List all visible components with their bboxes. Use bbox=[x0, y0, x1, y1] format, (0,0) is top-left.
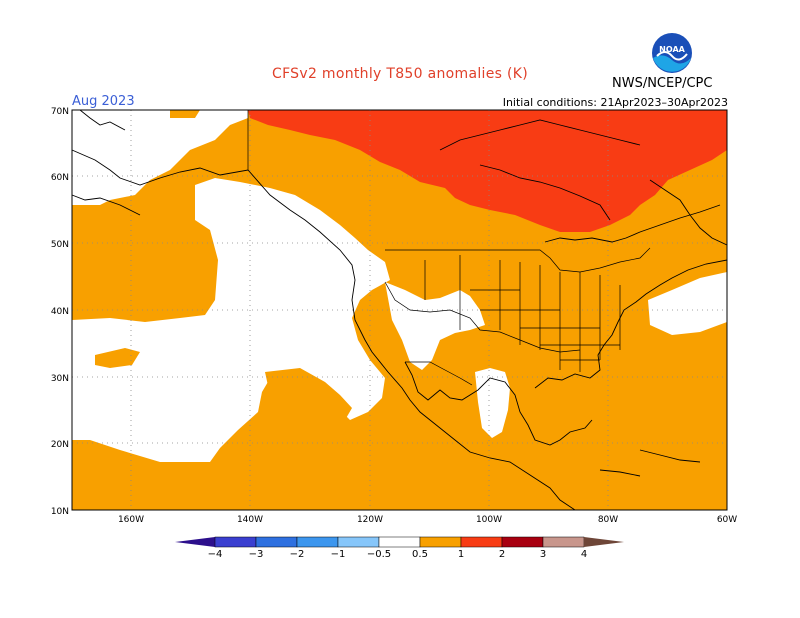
political-borders bbox=[247, 110, 651, 386]
lat-label-20: 20N bbox=[51, 440, 69, 450]
legend-swatch-6 bbox=[419, 536, 462, 548]
legend-swatch-9 bbox=[542, 536, 585, 548]
map-frame bbox=[71, 109, 728, 511]
legend-tick-neg05: −0.5 bbox=[367, 549, 391, 560]
lon-label-160w: 160W bbox=[118, 515, 144, 525]
legend-tick-neg4: −4 bbox=[208, 549, 223, 560]
legend-swatch-7 bbox=[460, 536, 503, 548]
legend-tick-neg1: −1 bbox=[331, 549, 346, 560]
longitude-labels: 160W 140W 120W 100W 80W 60W bbox=[118, 515, 737, 525]
legend-tick-4: 4 bbox=[581, 549, 587, 560]
legend-swatch-1 bbox=[214, 536, 257, 548]
noaa-logo-text: NOAA bbox=[659, 45, 685, 54]
legend-tick-05: 0.5 bbox=[412, 549, 428, 560]
lat-label-10: 10N bbox=[51, 507, 69, 517]
agency-label: NWS/NCEP/CPC bbox=[612, 76, 713, 91]
legend-swatch-4 bbox=[337, 536, 380, 548]
lon-label-60w: 60W bbox=[717, 515, 737, 525]
legend-tick-neg2: −2 bbox=[290, 549, 305, 560]
map-title: CFSv2 monthly T850 anomalies (K) bbox=[272, 66, 528, 82]
legend-ticks: −4 −3 −2 −1 −0.5 0.5 1 2 3 4 bbox=[208, 549, 588, 560]
lat-label-70: 70N bbox=[51, 107, 69, 117]
anomaly-patch-pacific bbox=[265, 368, 352, 420]
legend-swatch-2 bbox=[255, 536, 298, 548]
lat-label-50: 50N bbox=[51, 240, 69, 250]
anomaly-field-red bbox=[248, 110, 727, 232]
legend-tick-2: 2 bbox=[499, 549, 505, 560]
lat-label-30: 30N bbox=[51, 374, 69, 384]
legend-tick-neg3: −3 bbox=[249, 549, 264, 560]
neutral-atlantic bbox=[648, 272, 727, 335]
legend-tick-1: 1 bbox=[458, 549, 464, 560]
latitude-labels: 70N 60N 50N 40N 30N 20N 10N bbox=[51, 107, 69, 517]
color-legend bbox=[175, 536, 624, 548]
lon-label-80w: 80W bbox=[598, 515, 618, 525]
lat-label-60: 60N bbox=[51, 173, 69, 183]
lon-label-100w: 100W bbox=[476, 515, 502, 525]
forecast-month: Aug 2023 bbox=[72, 94, 135, 109]
anomaly-patch-hawaii bbox=[95, 348, 140, 368]
noaa-logo: NOAA bbox=[652, 33, 692, 73]
legend-tick-3: 3 bbox=[540, 549, 546, 560]
legend-swatch-8 bbox=[501, 536, 544, 548]
initial-conditions: Initial conditions: 21Apr2023–30Apr2023 bbox=[502, 96, 728, 109]
legend-arrow-left bbox=[175, 537, 215, 547]
neutral-arctic-patch bbox=[92, 120, 140, 150]
neutral-gulf bbox=[475, 368, 510, 438]
lon-label-140w: 140W bbox=[237, 515, 263, 525]
legend-swatch-3 bbox=[296, 536, 339, 548]
lon-label-120w: 120W bbox=[357, 515, 383, 525]
lat-label-40: 40N bbox=[51, 307, 69, 317]
neutral-pacific bbox=[72, 178, 390, 462]
legend-arrow-right bbox=[584, 537, 624, 547]
latitude-grid bbox=[72, 175, 727, 444]
legend-swatch-5 bbox=[378, 536, 421, 548]
coastlines bbox=[71, 109, 728, 511]
